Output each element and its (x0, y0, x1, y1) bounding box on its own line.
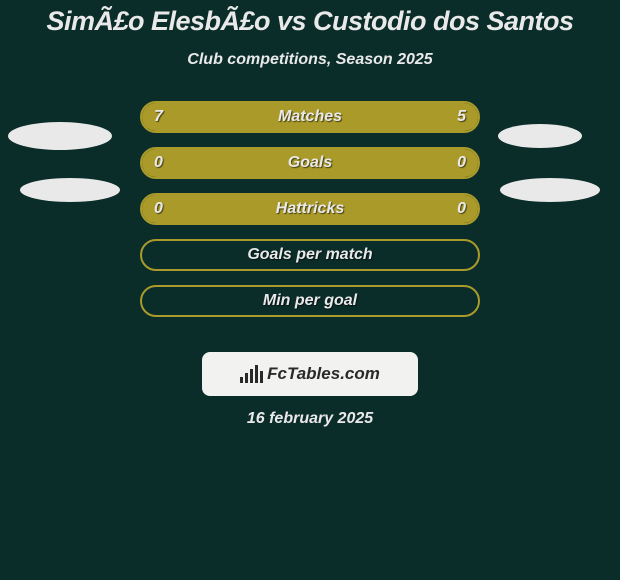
stat-pill: Min per goal (140, 285, 480, 317)
stat-row: Goals per match (0, 239, 620, 271)
page-title: SimÃ£o ElesbÃ£o vs Custodio dos Santos (0, 0, 620, 37)
stat-row: 0 0 Goals (0, 147, 620, 179)
metric-label: Goals per match (247, 246, 372, 264)
stat-pill: Goals per match (140, 239, 480, 271)
stat-row: Min per goal (0, 285, 620, 317)
stat-pill: 0 0 Goals (140, 147, 480, 179)
metric-label: Min per goal (263, 292, 357, 310)
value-left: 0 (154, 154, 163, 172)
subtitle: Club competitions, Season 2025 (0, 51, 620, 69)
infographic-canvas: SimÃ£o ElesbÃ£o vs Custodio dos Santos C… (0, 0, 620, 580)
value-right: 0 (457, 154, 466, 172)
value-left: 7 (154, 108, 163, 126)
stat-pill: 7 5 Matches (140, 101, 480, 133)
value-right: 5 (457, 108, 466, 126)
player-shape-left (20, 178, 120, 202)
bars-icon-bar (260, 371, 263, 383)
metric-label: Matches (278, 108, 342, 126)
player-shape-right (498, 124, 582, 148)
bars-icon-bar (245, 373, 248, 383)
bars-icon-bar (250, 369, 253, 383)
bars-icon (240, 365, 263, 383)
logo-text: FcTables.com (267, 364, 380, 384)
stat-pill: 0 0 Hattricks (140, 193, 480, 225)
date-label: 16 february 2025 (247, 410, 373, 428)
bars-icon-bar (255, 365, 258, 383)
value-left: 0 (154, 200, 163, 218)
value-right: 0 (457, 200, 466, 218)
player-shape-right (500, 178, 600, 202)
metric-label: Goals (288, 154, 332, 172)
metric-label: Hattricks (276, 200, 344, 218)
logo-box: FcTables.com (202, 352, 418, 396)
bars-icon-bar (240, 377, 243, 383)
player-shape-left (8, 122, 112, 150)
